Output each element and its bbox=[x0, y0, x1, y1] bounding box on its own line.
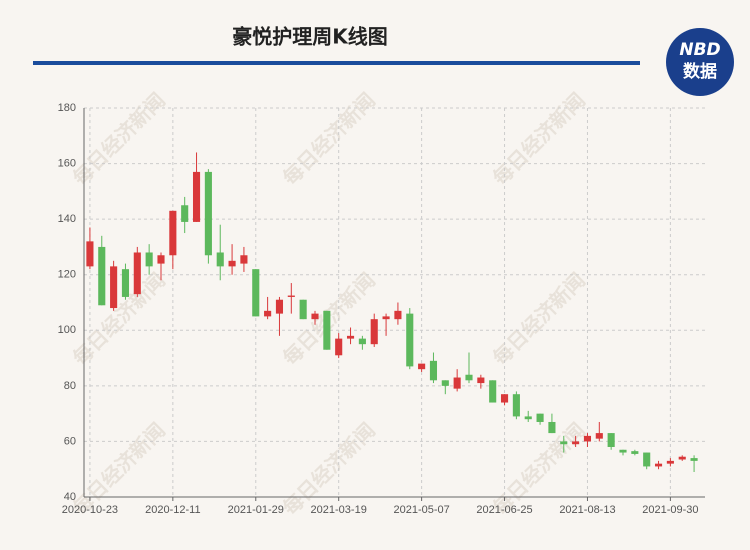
candle-body bbox=[524, 416, 532, 420]
candle-body bbox=[192, 171, 201, 222]
y-tick-label: 120 bbox=[58, 269, 76, 281]
candle-body bbox=[287, 295, 295, 297]
candle-body bbox=[98, 246, 106, 306]
candle-body bbox=[299, 299, 307, 320]
x-tick-label: 2021-03-19 bbox=[311, 504, 367, 516]
candle-body bbox=[121, 269, 130, 297]
candle-body bbox=[275, 299, 284, 314]
candle-body bbox=[690, 458, 698, 461]
y-tick-label: 160 bbox=[58, 157, 76, 169]
candle-body bbox=[133, 252, 141, 295]
x-tick-label: 2021-09-30 bbox=[642, 504, 698, 516]
y-tick-label: 60 bbox=[64, 435, 76, 447]
logo bbox=[666, 28, 734, 96]
y-tick-label: 100 bbox=[58, 324, 76, 336]
candle-body bbox=[406, 313, 414, 367]
candle-body bbox=[86, 241, 94, 267]
candle-body bbox=[560, 441, 568, 445]
candle-body bbox=[228, 260, 236, 267]
x-tick-label: 2021-01-29 bbox=[228, 504, 284, 516]
candle-body bbox=[204, 171, 212, 256]
candle-body bbox=[666, 460, 674, 464]
logo-text: 数据 bbox=[683, 61, 717, 82]
candle-body bbox=[335, 338, 343, 356]
candle-body bbox=[157, 255, 165, 264]
chart-title: 豪悦护理周K线图 bbox=[232, 25, 388, 49]
candle-body bbox=[583, 435, 592, 442]
candle-body bbox=[465, 374, 473, 381]
candle-body bbox=[453, 377, 461, 389]
candle-body bbox=[631, 451, 639, 454]
candle-body bbox=[110, 266, 118, 309]
x-tick-label: 2021-08-13 bbox=[559, 504, 615, 516]
x-tick-label: 2021-06-25 bbox=[476, 504, 532, 516]
y-tick-label: 140 bbox=[58, 213, 76, 225]
candle-body bbox=[346, 335, 355, 339]
candle-body bbox=[607, 433, 615, 447]
candle-body bbox=[370, 319, 378, 345]
y-tick-label: 40 bbox=[64, 491, 76, 503]
y-tick-label: 180 bbox=[58, 102, 76, 114]
y-tick-label: 80 bbox=[64, 380, 76, 392]
candle-body bbox=[512, 394, 520, 417]
candle-body bbox=[643, 452, 651, 467]
candle-body bbox=[264, 310, 272, 317]
candle-body bbox=[595, 433, 603, 439]
x-tick-label: 2021-05-07 bbox=[393, 504, 449, 516]
candle-body bbox=[489, 380, 497, 403]
candle-body bbox=[572, 441, 580, 445]
candle-body bbox=[441, 380, 449, 386]
candle-body bbox=[394, 310, 402, 320]
logo-text: NBD bbox=[679, 40, 720, 60]
x-tick-label: 2020-10-23 bbox=[62, 504, 118, 516]
candle-body bbox=[358, 338, 366, 345]
candle-body bbox=[382, 316, 390, 320]
candle-body bbox=[145, 252, 153, 267]
candle-body bbox=[429, 360, 438, 381]
candle-body bbox=[548, 421, 556, 434]
candle-body bbox=[536, 413, 544, 422]
title-underline bbox=[33, 61, 640, 65]
candle-body bbox=[169, 210, 177, 256]
candle-body bbox=[477, 377, 485, 384]
candle-body bbox=[323, 310, 331, 350]
candle-body bbox=[216, 252, 224, 267]
candle-body bbox=[252, 269, 260, 317]
candle-body bbox=[418, 363, 426, 370]
candle-body bbox=[311, 313, 319, 320]
candle-body bbox=[654, 463, 663, 467]
candle-body bbox=[678, 456, 686, 460]
candle-body bbox=[181, 205, 189, 222]
candle-body bbox=[619, 449, 627, 453]
x-tick-label: 2020-12-11 bbox=[145, 504, 200, 516]
candle-body bbox=[500, 394, 509, 403]
candle-body bbox=[240, 255, 248, 264]
